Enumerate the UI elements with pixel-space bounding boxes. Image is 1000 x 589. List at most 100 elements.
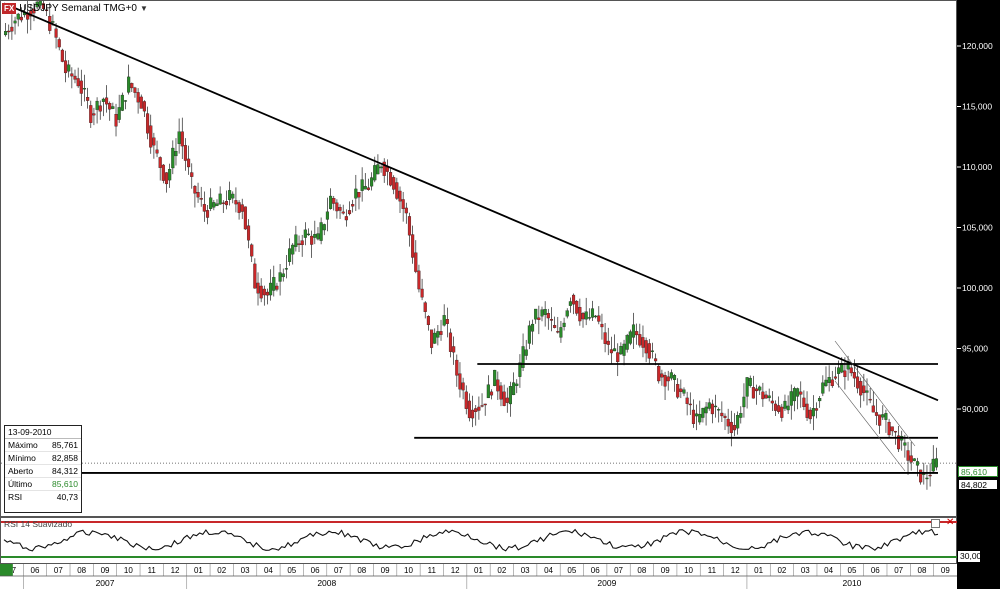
candle xyxy=(455,354,459,387)
candle xyxy=(202,191,206,222)
candle xyxy=(303,222,307,246)
candle xyxy=(464,385,468,415)
candle xyxy=(628,329,632,346)
candle xyxy=(19,7,23,23)
candle xyxy=(420,278,424,301)
candle xyxy=(338,204,342,220)
candle xyxy=(530,319,535,345)
candle xyxy=(398,186,402,214)
close-icon[interactable]: ✕ xyxy=(946,517,955,528)
candle xyxy=(887,418,891,438)
candle xyxy=(152,132,156,159)
month-label: 02 xyxy=(497,566,506,575)
candle xyxy=(98,100,102,120)
candle xyxy=(631,312,636,350)
candle xyxy=(414,240,418,274)
year-label: 2009 xyxy=(597,578,616,588)
candle xyxy=(723,413,727,430)
candle xyxy=(275,282,279,292)
candle xyxy=(900,430,904,451)
candle xyxy=(830,370,834,388)
candle xyxy=(300,234,304,257)
candle xyxy=(237,200,241,220)
candle xyxy=(556,316,560,334)
candle xyxy=(745,376,749,409)
candle xyxy=(382,158,386,183)
candle xyxy=(63,50,68,83)
candle xyxy=(234,187,238,213)
month-label: 08 xyxy=(918,566,927,575)
month-label: 03 xyxy=(241,566,250,575)
month-label: 01 xyxy=(194,566,203,575)
candle xyxy=(430,329,434,355)
candle xyxy=(641,325,645,358)
candle xyxy=(644,337,648,363)
month-label: 03 xyxy=(521,566,530,575)
candle xyxy=(297,235,301,253)
candle xyxy=(616,343,620,377)
candle xyxy=(101,97,105,117)
candle xyxy=(366,178,370,191)
candle xyxy=(174,138,178,166)
month-label: 11 xyxy=(708,566,717,575)
candle xyxy=(250,243,254,263)
month-label: 02 xyxy=(217,566,226,575)
year-label: 2010 xyxy=(843,578,862,588)
candle xyxy=(224,190,229,210)
candle xyxy=(833,366,837,381)
candle xyxy=(682,387,686,397)
rsi-maximize-icon[interactable] xyxy=(931,519,940,528)
chevron-down-icon[interactable]: ▼ xyxy=(139,3,148,13)
candle xyxy=(385,159,389,186)
candle xyxy=(127,64,131,95)
candle xyxy=(344,209,348,227)
candle xyxy=(452,336,456,365)
candle xyxy=(543,301,547,327)
candle xyxy=(86,87,90,109)
candle xyxy=(278,264,282,296)
candle xyxy=(518,354,522,388)
candle xyxy=(401,191,405,222)
month-label: 07 xyxy=(334,566,343,575)
candle xyxy=(332,195,336,211)
candle xyxy=(748,375,752,388)
candle xyxy=(218,186,222,205)
candle xyxy=(546,308,550,330)
candle xyxy=(742,383,746,418)
month-label: 07 xyxy=(54,566,63,575)
candle xyxy=(60,48,64,63)
candle xyxy=(341,204,345,215)
candle xyxy=(388,167,393,187)
chart-title-bar[interactable]: FX USDJPY Semanal TMG+0 ▼ xyxy=(2,1,148,15)
time-axis-svg: 07 06 07 08 09 10 11 12 01 02 03 04 05 06 07 08 09 10 11 12… xyxy=(0,564,957,589)
candle xyxy=(95,97,99,124)
info-row-open: Aberto 84,312 xyxy=(5,465,81,479)
month-label: 11 xyxy=(428,566,437,575)
candle xyxy=(549,307,554,332)
candle xyxy=(897,426,901,453)
candle xyxy=(357,192,361,210)
month-label: 05 xyxy=(848,566,857,575)
candle xyxy=(316,227,320,241)
month-label: 12 xyxy=(731,566,740,575)
candle xyxy=(467,393,471,422)
month-label: 01 xyxy=(474,566,483,575)
candle xyxy=(606,327,610,356)
candle xyxy=(553,316,557,329)
price-panel[interactable] xyxy=(0,0,958,517)
candle xyxy=(161,163,165,184)
candle xyxy=(609,336,613,364)
candle xyxy=(559,321,563,343)
rsi-panel[interactable] xyxy=(0,517,958,564)
channel-upper-line[interactable] xyxy=(834,340,916,447)
time-axis[interactable]: 07 06 07 08 09 10 11 12 01 02 03 04 05 06 07 08 09 10 11 12… xyxy=(0,564,957,589)
trendline-resistance[interactable] xyxy=(3,2,939,402)
channel-lower-line[interactable] xyxy=(834,380,906,472)
last-price-tag: 85,610 xyxy=(958,466,998,477)
candle xyxy=(859,377,863,408)
candle xyxy=(663,371,667,401)
candle xyxy=(284,255,288,279)
candle xyxy=(288,238,292,266)
info-row-last: Último 85,610 xyxy=(5,478,81,492)
candle xyxy=(881,405,885,420)
